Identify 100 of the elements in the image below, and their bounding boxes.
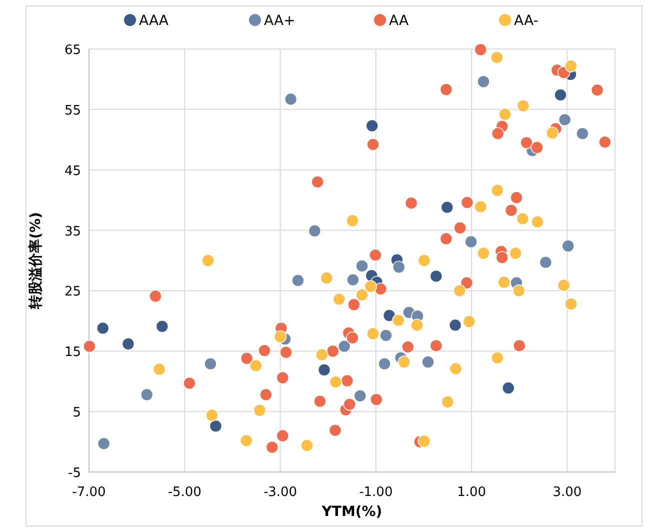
point	[504, 204, 518, 217]
point	[340, 374, 354, 388]
point	[364, 280, 378, 293]
point	[122, 337, 135, 350]
point	[249, 359, 262, 372]
point	[314, 394, 326, 408]
point	[448, 318, 462, 332]
point	[404, 196, 418, 210]
point	[311, 176, 324, 188]
point	[140, 388, 154, 402]
point	[490, 184, 504, 197]
point	[318, 363, 331, 376]
point	[520, 136, 533, 150]
point	[496, 251, 509, 264]
point	[498, 108, 512, 121]
point	[284, 92, 298, 106]
point	[477, 246, 490, 260]
point	[183, 376, 196, 390]
point	[440, 200, 454, 214]
point	[356, 260, 368, 272]
point	[369, 248, 382, 262]
point	[474, 43, 488, 56]
point	[512, 284, 526, 298]
point	[418, 434, 431, 448]
legend-label: AA-	[514, 13, 538, 29]
point	[240, 434, 253, 447]
point	[205, 408, 218, 422]
point	[97, 437, 110, 450]
point	[380, 329, 392, 342]
point	[392, 260, 406, 274]
y-tick-label: 55	[64, 103, 81, 118]
point	[410, 318, 424, 332]
point	[502, 382, 515, 394]
point	[530, 141, 544, 154]
point	[280, 346, 292, 359]
point	[392, 314, 405, 327]
y-tick-label: 5	[72, 406, 81, 421]
point	[460, 276, 474, 290]
point	[149, 290, 162, 303]
legend-label: AA	[389, 13, 409, 29]
point	[554, 88, 567, 102]
y-tick-label: -5	[68, 466, 81, 481]
point	[374, 282, 388, 296]
point	[204, 357, 217, 370]
point	[402, 340, 414, 354]
point	[449, 362, 462, 376]
point	[539, 256, 552, 269]
point	[564, 60, 578, 72]
point	[320, 272, 334, 284]
point	[253, 404, 266, 417]
point	[558, 113, 572, 126]
x-tick-label: 1.00	[457, 485, 486, 500]
point	[338, 340, 351, 353]
point	[440, 232, 453, 246]
point	[462, 315, 476, 328]
point	[370, 393, 383, 406]
point	[440, 83, 453, 96]
y-tick-label: 45	[64, 164, 81, 179]
point	[366, 138, 380, 151]
x-axis-title: YTM(%)	[320, 504, 382, 520]
point	[474, 200, 488, 214]
point	[96, 322, 110, 335]
point	[366, 119, 378, 132]
point	[491, 127, 504, 140]
point	[590, 84, 604, 96]
x-tick-label: -5.00	[168, 485, 202, 500]
point	[516, 99, 530, 112]
point	[546, 126, 559, 140]
point	[152, 362, 166, 376]
point	[509, 246, 522, 260]
point	[382, 309, 396, 322]
point	[477, 75, 490, 88]
point	[576, 127, 589, 140]
point	[564, 298, 578, 310]
point	[346, 214, 359, 228]
point	[512, 339, 526, 352]
point	[356, 288, 368, 302]
y-tick-label: 65	[64, 43, 81, 58]
point	[276, 371, 290, 384]
y-tick-label: 15	[64, 345, 81, 360]
point	[315, 348, 328, 362]
point	[510, 191, 523, 204]
point	[430, 339, 443, 352]
point	[562, 240, 575, 252]
point	[83, 340, 96, 353]
point	[453, 284, 466, 298]
x-tick-label: -3.00	[263, 485, 298, 500]
y-tick-label: 35	[64, 224, 81, 240]
point	[460, 196, 474, 209]
point	[557, 278, 570, 292]
point	[300, 439, 314, 452]
point	[329, 376, 342, 388]
point	[343, 398, 356, 411]
point	[346, 331, 359, 344]
point	[441, 396, 454, 408]
x-tick-label: 3.00	[552, 485, 582, 500]
point	[266, 440, 279, 454]
legend-label: AAA	[139, 13, 169, 29]
y-tick-label: 25	[64, 284, 81, 300]
point	[516, 212, 530, 226]
